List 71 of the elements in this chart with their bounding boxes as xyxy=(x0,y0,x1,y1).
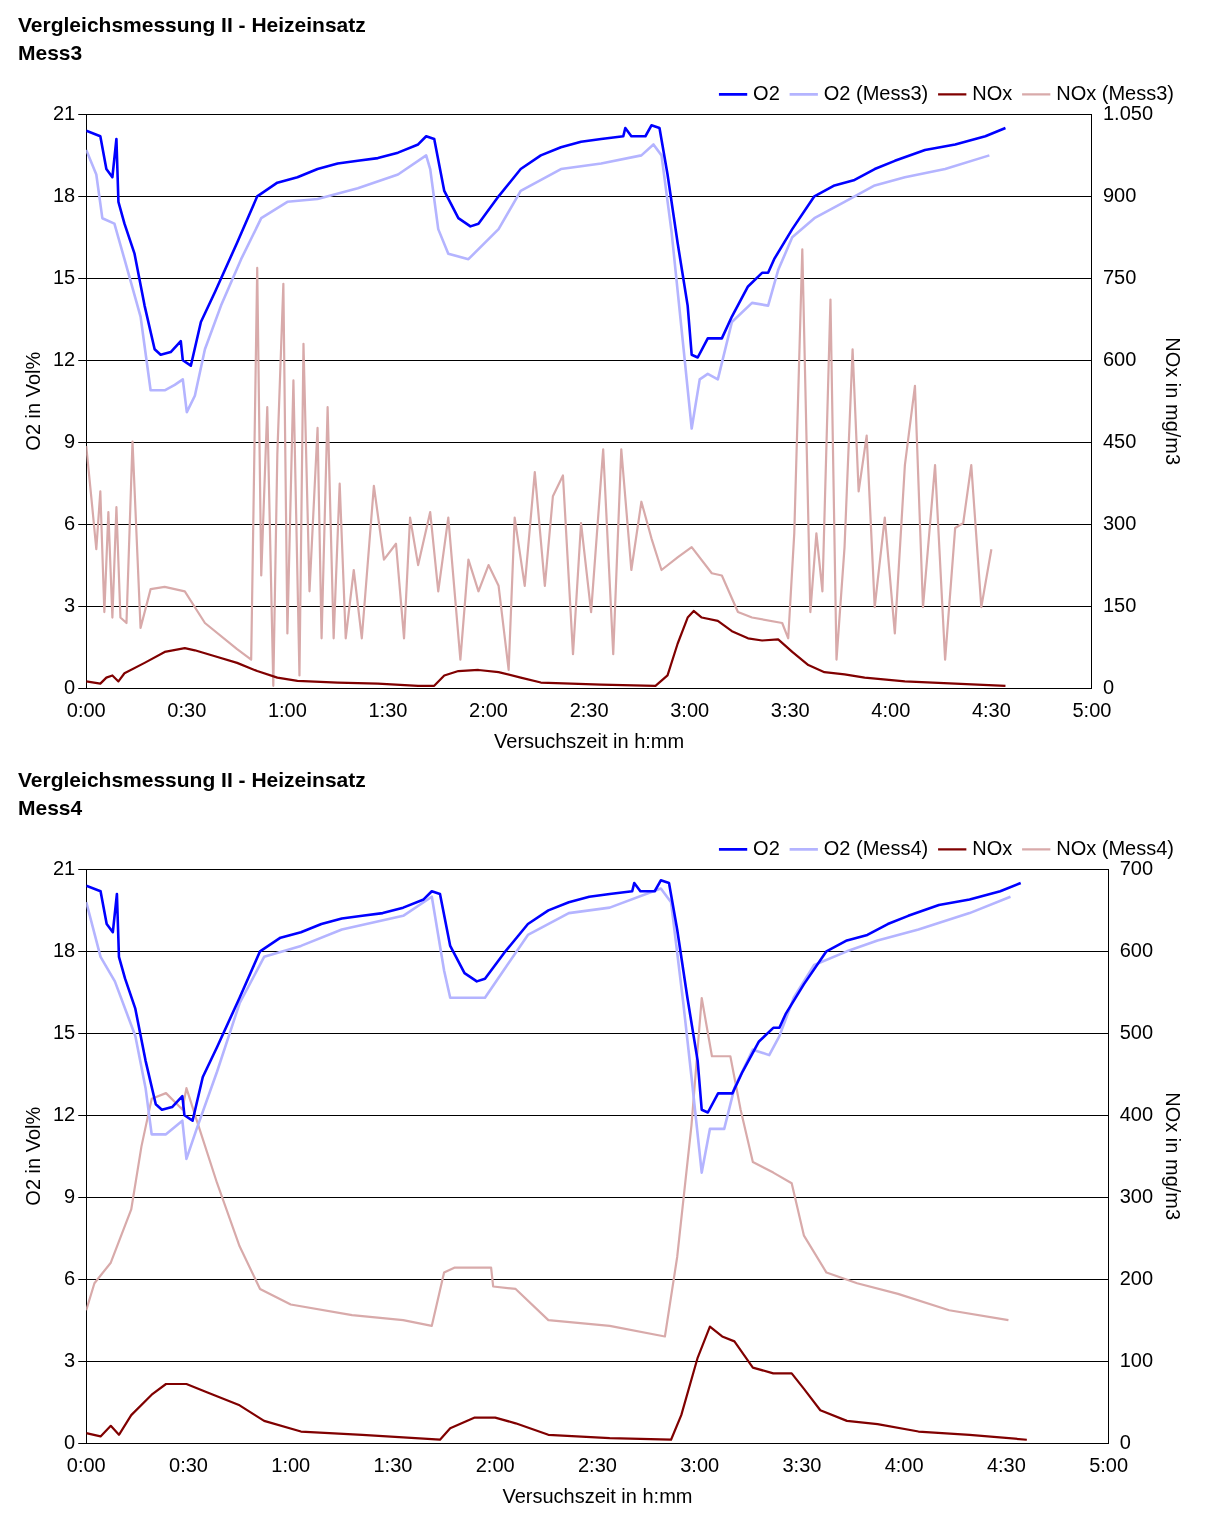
y2-tick-label: 500 xyxy=(1119,1020,1154,1043)
y2-tick-label: 300 xyxy=(1102,511,1137,534)
y2-tick-label: 600 xyxy=(1102,347,1137,370)
legend-label: O2 (Mess3) xyxy=(823,81,929,104)
y2-tick-label: 0 xyxy=(1119,1430,1131,1453)
x-tick-label: 4:00 xyxy=(884,1453,924,1476)
y-tick-label: 0 xyxy=(64,1430,76,1453)
x-tick-label: 0:00 xyxy=(66,698,106,721)
x-tick-label: 3:00 xyxy=(670,698,710,721)
x-tick-label: 1:30 xyxy=(368,698,408,721)
y2-tick-label: 200 xyxy=(1119,1266,1154,1289)
x-tick-label: 5:00 xyxy=(1072,698,1112,721)
x-tick-label: 1:00 xyxy=(271,1453,311,1476)
chart-title: Vergleichsmessung II - Heizeinsatz xyxy=(18,768,366,792)
y2-tick-label: 700 xyxy=(1119,856,1154,879)
y2-tick-label: 300 xyxy=(1119,1184,1154,1207)
y2-tick-label: 150 xyxy=(1102,593,1137,616)
y-tick-label: 18 xyxy=(53,938,76,961)
legend-label: O2 xyxy=(753,81,780,104)
legend-label: NOx (Mess3) xyxy=(1056,81,1175,104)
x-tick-label: 3:00 xyxy=(680,1453,720,1476)
y-axis-title: O2 in Vol% xyxy=(21,1106,44,1206)
legend-label: NOx xyxy=(972,836,1013,859)
x-axis-title: Versuchszeit in h:mm xyxy=(494,729,685,752)
y2-axis-title: NOx in mg/m3 xyxy=(1162,1092,1185,1221)
x-axis-title: Versuchszeit in h:mm xyxy=(502,1484,693,1507)
x-tick-label: 0:30 xyxy=(167,698,207,721)
y-tick-label: 15 xyxy=(53,265,76,288)
y-tick-label: 21 xyxy=(53,856,76,879)
x-tick-label: 3:30 xyxy=(782,1453,822,1476)
y-tick-label: 12 xyxy=(53,347,76,370)
y-tick-label: 6 xyxy=(64,511,76,534)
y-tick-label: 6 xyxy=(64,1266,76,1289)
x-tick-label: 1:30 xyxy=(373,1453,413,1476)
y2-tick-label: 600 xyxy=(1119,938,1154,961)
y2-tick-label: 0 xyxy=(1102,675,1115,698)
y2-tick-label: 100 xyxy=(1119,1348,1154,1371)
y-tick-label: 21 xyxy=(53,101,76,124)
y-tick-label: 15 xyxy=(53,1020,76,1043)
chart-title: Vergleichsmessung II - Heizeinsatz xyxy=(18,13,366,37)
y2-tick-label: 900 xyxy=(1102,183,1137,206)
y-tick-label: 12 xyxy=(53,1102,76,1125)
y-tick-label: 3 xyxy=(64,593,76,616)
legend-label: O2 xyxy=(753,836,780,859)
y-tick-label: 0 xyxy=(64,675,76,698)
y-tick-label: 3 xyxy=(64,1348,76,1371)
x-tick-label: 4:00 xyxy=(871,698,911,721)
x-tick-label: 3:30 xyxy=(770,698,810,721)
legend-label: NOx (Mess4) xyxy=(1056,836,1175,859)
y2-tick-label: 450 xyxy=(1102,429,1137,452)
chart-subtitle: Mess4 xyxy=(18,795,83,819)
x-tick-label: 0:30 xyxy=(169,1453,208,1476)
x-tick-label: 2:00 xyxy=(475,1453,515,1476)
y2-axis-title: NOx in mg/m3 xyxy=(1162,337,1185,466)
y-tick-label: 18 xyxy=(53,183,76,206)
legend-label: NOx xyxy=(972,81,1013,104)
x-tick-label: 1:00 xyxy=(267,698,307,721)
x-tick-label: 2:30 xyxy=(569,698,609,721)
y-tick-label: 9 xyxy=(64,1184,76,1207)
y2-tick-label: 400 xyxy=(1119,1102,1154,1125)
x-tick-label: 2:30 xyxy=(577,1453,617,1476)
x-tick-label: 4:30 xyxy=(971,698,1011,721)
y-axis-title: O2 in Vol% xyxy=(21,351,44,451)
chart-subtitle: Mess3 xyxy=(18,40,83,64)
legend-label: O2 (Mess4) xyxy=(823,836,929,859)
y-tick-label: 9 xyxy=(64,429,76,452)
x-tick-label: 0:00 xyxy=(66,1453,106,1476)
x-tick-label: 5:00 xyxy=(1089,1453,1129,1476)
x-tick-label: 4:30 xyxy=(986,1453,1026,1476)
x-tick-label: 2:00 xyxy=(469,698,508,721)
y2-tick-label: 750 xyxy=(1102,265,1137,288)
